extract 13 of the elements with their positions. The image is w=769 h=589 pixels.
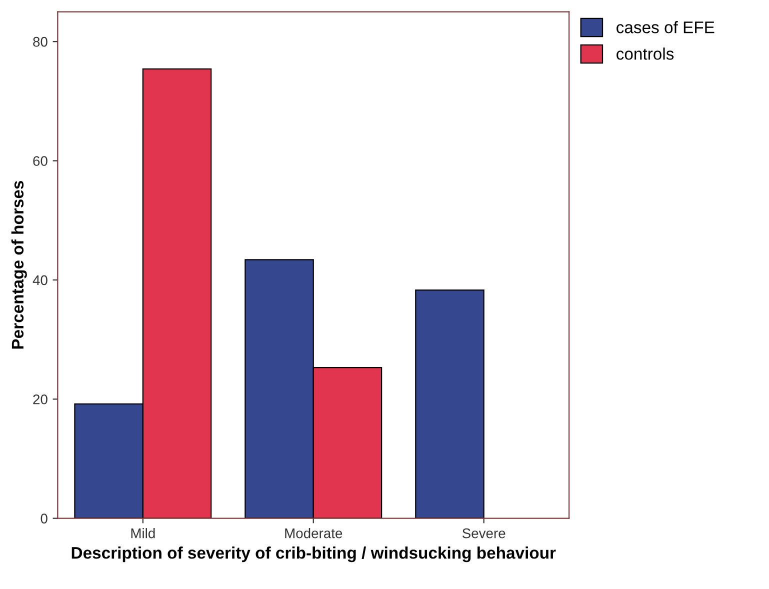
- x-axis-title: Description of severity of crib-biting / windsucking behaviour: [72, 546, 556, 562]
- bar: [415, 290, 484, 518]
- x-tick-label: Severe: [462, 528, 506, 538]
- y-tick-label: 20: [33, 394, 48, 404]
- y-tick-label: 80: [33, 36, 48, 47]
- legend-label: cases of EFE: [616, 21, 714, 34]
- y-tick-label: 0: [40, 514, 48, 524]
- y-axis-title: Percentage of horses: [11, 180, 27, 349]
- legend-label: controls: [616, 48, 674, 60]
- y-tick-label: 60: [33, 156, 48, 166]
- x-tick-label: Moderate: [285, 528, 342, 538]
- x-tick-label: Mild: [131, 528, 155, 538]
- y-tick-label: 40: [32, 275, 48, 286]
